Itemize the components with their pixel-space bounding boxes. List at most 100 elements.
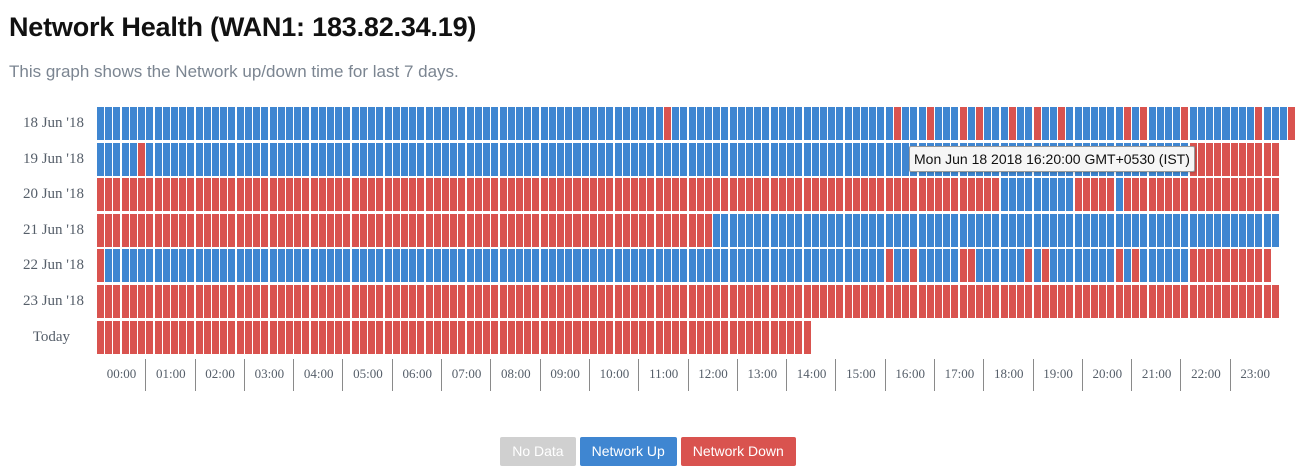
heatmap-cell[interactable] xyxy=(680,142,688,176)
heatmap-cell[interactable] xyxy=(811,142,819,176)
heatmap-cell[interactable] xyxy=(729,178,737,212)
heatmap-cell[interactable] xyxy=(704,285,712,318)
heatmap-cell[interactable] xyxy=(113,142,121,176)
heatmap-cell[interactable] xyxy=(220,142,228,176)
heatmap-cell[interactable] xyxy=(1238,213,1246,247)
heatmap-cell[interactable] xyxy=(737,213,745,247)
heatmap-cell[interactable] xyxy=(655,213,663,247)
heatmap-cell[interactable] xyxy=(515,142,523,176)
heatmap-cell[interactable] xyxy=(967,178,975,212)
heatmap-cell[interactable] xyxy=(844,213,852,247)
heatmap-cell[interactable] xyxy=(458,142,466,176)
heatmap-cell[interactable] xyxy=(1107,107,1115,140)
heatmap-cell[interactable] xyxy=(491,142,499,176)
heatmap-cell[interactable] xyxy=(557,213,565,247)
heatmap-cell[interactable] xyxy=(893,285,901,318)
heatmap-cell[interactable] xyxy=(565,107,573,140)
heatmap-cell[interactable] xyxy=(1197,285,1205,318)
heatmap-cell[interactable] xyxy=(1115,285,1123,318)
heatmap-cell[interactable] xyxy=(335,285,343,318)
heatmap-cell[interactable] xyxy=(630,285,638,318)
heatmap-cell[interactable] xyxy=(1247,249,1255,283)
heatmap-cell[interactable] xyxy=(852,178,860,212)
heatmap-cell[interactable] xyxy=(573,107,581,140)
heatmap-cell[interactable] xyxy=(285,249,293,283)
heatmap-cell[interactable] xyxy=(647,320,655,354)
heatmap-cell[interactable] xyxy=(548,249,556,283)
heatmap-cell[interactable] xyxy=(696,107,704,140)
heatmap-cell[interactable] xyxy=(672,285,680,318)
heatmap-cell[interactable] xyxy=(392,320,400,354)
heatmap-cell[interactable] xyxy=(803,249,811,283)
heatmap-cell[interactable] xyxy=(934,107,942,140)
heatmap-cell[interactable] xyxy=(335,320,343,354)
heatmap-cell[interactable] xyxy=(606,285,614,318)
heatmap-cell[interactable] xyxy=(384,320,392,354)
heatmap-cell[interactable] xyxy=(376,142,384,176)
heatmap-cell[interactable] xyxy=(943,178,951,212)
heatmap-cell[interactable] xyxy=(737,320,745,354)
heatmap-cell[interactable] xyxy=(97,249,105,283)
heatmap-cell[interactable] xyxy=(425,107,433,140)
heatmap-cell[interactable] xyxy=(754,178,762,212)
heatmap-cell[interactable] xyxy=(261,213,269,247)
heatmap-cell[interactable] xyxy=(187,142,195,176)
heatmap-cell[interactable] xyxy=(934,178,942,212)
heatmap-cell[interactable] xyxy=(540,107,548,140)
heatmap-cell[interactable] xyxy=(1049,107,1057,140)
heatmap-cell[interactable] xyxy=(893,213,901,247)
heatmap-cell[interactable] xyxy=(302,320,310,354)
heatmap-cell[interactable] xyxy=(1164,107,1172,140)
heatmap-cell[interactable] xyxy=(885,249,893,283)
heatmap-cell[interactable] xyxy=(1000,107,1008,140)
heatmap-cell[interactable] xyxy=(565,213,573,247)
heatmap-cell[interactable] xyxy=(778,178,786,212)
heatmap-cell[interactable] xyxy=(187,178,195,212)
heatmap-cell[interactable] xyxy=(138,142,146,176)
heatmap-cell[interactable] xyxy=(976,178,984,212)
heatmap-cell[interactable] xyxy=(639,142,647,176)
heatmap-cell[interactable] xyxy=(639,213,647,247)
heatmap-cell[interactable] xyxy=(614,249,622,283)
heatmap-cell[interactable] xyxy=(409,107,417,140)
heatmap-cell[interactable] xyxy=(1058,178,1066,212)
heatmap-cell[interactable] xyxy=(1255,178,1263,212)
heatmap-cell[interactable] xyxy=(343,320,351,354)
heatmap-cell[interactable] xyxy=(926,213,934,247)
heatmap-cell[interactable] xyxy=(351,213,359,247)
heatmap-cell[interactable] xyxy=(244,107,252,140)
heatmap-cell[interactable] xyxy=(1189,285,1197,318)
heatmap-cell[interactable] xyxy=(1115,178,1123,212)
heatmap-cell[interactable] xyxy=(1099,249,1107,283)
heatmap-cell[interactable] xyxy=(836,178,844,212)
heatmap-cell[interactable] xyxy=(97,107,105,140)
heatmap-cell[interactable] xyxy=(524,142,532,176)
heatmap-cell[interactable] xyxy=(672,107,680,140)
heatmap-cell[interactable] xyxy=(105,142,113,176)
heatmap-cell[interactable] xyxy=(121,142,129,176)
heatmap-cell[interactable] xyxy=(1066,178,1074,212)
heatmap-cell[interactable] xyxy=(992,107,1000,140)
heatmap-cell[interactable] xyxy=(187,213,195,247)
heatmap-cell[interactable] xyxy=(1082,213,1090,247)
heatmap-cell[interactable] xyxy=(121,320,129,354)
heatmap-cell[interactable] xyxy=(318,213,326,247)
heatmap-cell[interactable] xyxy=(294,213,302,247)
heatmap-cell[interactable] xyxy=(1123,107,1131,140)
heatmap-cell[interactable] xyxy=(746,285,754,318)
heatmap-cell[interactable] xyxy=(721,320,729,354)
heatmap-cell[interactable] xyxy=(1017,107,1025,140)
heatmap-cell[interactable] xyxy=(696,320,704,354)
heatmap-cell[interactable] xyxy=(1247,213,1255,247)
heatmap-cell[interactable] xyxy=(1091,285,1099,318)
heatmap-cell[interactable] xyxy=(770,107,778,140)
heatmap-cell[interactable] xyxy=(1082,285,1090,318)
heatmap-cell[interactable] xyxy=(672,178,680,212)
heatmap-cell[interactable] xyxy=(195,213,203,247)
heatmap-cell[interactable] xyxy=(688,142,696,176)
heatmap-cell[interactable] xyxy=(770,178,778,212)
heatmap-cell[interactable] xyxy=(409,142,417,176)
heatmap-cell[interactable] xyxy=(984,213,992,247)
heatmap-cell[interactable] xyxy=(1197,213,1205,247)
heatmap-cell[interactable] xyxy=(154,142,162,176)
